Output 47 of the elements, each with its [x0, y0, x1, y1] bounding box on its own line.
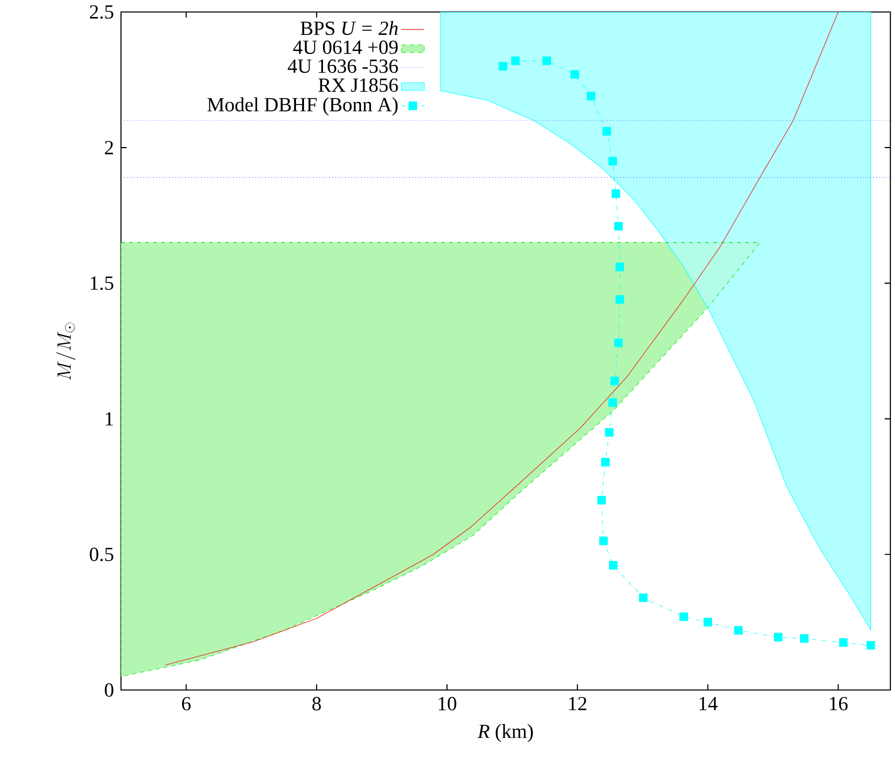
x-tick-label: 12	[569, 696, 586, 710]
legend-label: BPS U = 2h	[300, 21, 398, 36]
x-tick-label: 16	[830, 696, 848, 710]
point	[608, 156, 617, 166]
point	[599, 536, 608, 546]
legend-label: 4U 0614 +09	[293, 40, 398, 54]
x-tick-label: 14	[700, 696, 718, 710]
point	[570, 70, 580, 79]
point	[597, 496, 606, 504]
point	[610, 376, 619, 386]
point	[498, 62, 508, 70]
point	[616, 262, 624, 272]
point	[608, 398, 617, 407]
legend-label: Model DBHF (Bonn A)	[207, 97, 398, 116]
x-axis-title: R (km)	[478, 724, 533, 742]
point	[612, 189, 620, 198]
point	[866, 640, 876, 650]
x-tick-label: 6	[182, 696, 191, 710]
point	[614, 222, 623, 231]
point	[704, 618, 712, 626]
point	[614, 338, 623, 348]
point	[605, 428, 614, 437]
y-tick-label: 2	[104, 140, 113, 154]
point	[608, 560, 618, 570]
point	[679, 612, 688, 622]
point	[586, 92, 596, 100]
point	[542, 56, 552, 66]
y-tick-label: 1.5	[90, 276, 114, 290]
y-tick-label: 2.5	[90, 5, 114, 19]
legend-label: RX J1856	[318, 78, 398, 92]
line-series	[165, 12, 838, 666]
y-axis-title: $M/M_\odot$	[56, 322, 76, 380]
point	[511, 56, 520, 66]
point	[734, 626, 743, 635]
point	[602, 127, 612, 136]
y-tick-label: 1	[106, 412, 113, 426]
point	[774, 632, 782, 642]
y-tick-label: 0.5	[90, 548, 114, 562]
point	[601, 458, 610, 466]
point	[800, 634, 809, 643]
x-tick-label: 8	[312, 696, 321, 710]
x-tick-label: 10	[438, 696, 456, 710]
point	[616, 295, 624, 304]
point	[839, 638, 848, 647]
point	[638, 594, 648, 602]
legend-label: 4U 1636 -536	[288, 60, 398, 73]
y-tick-label: 0	[104, 683, 114, 697]
